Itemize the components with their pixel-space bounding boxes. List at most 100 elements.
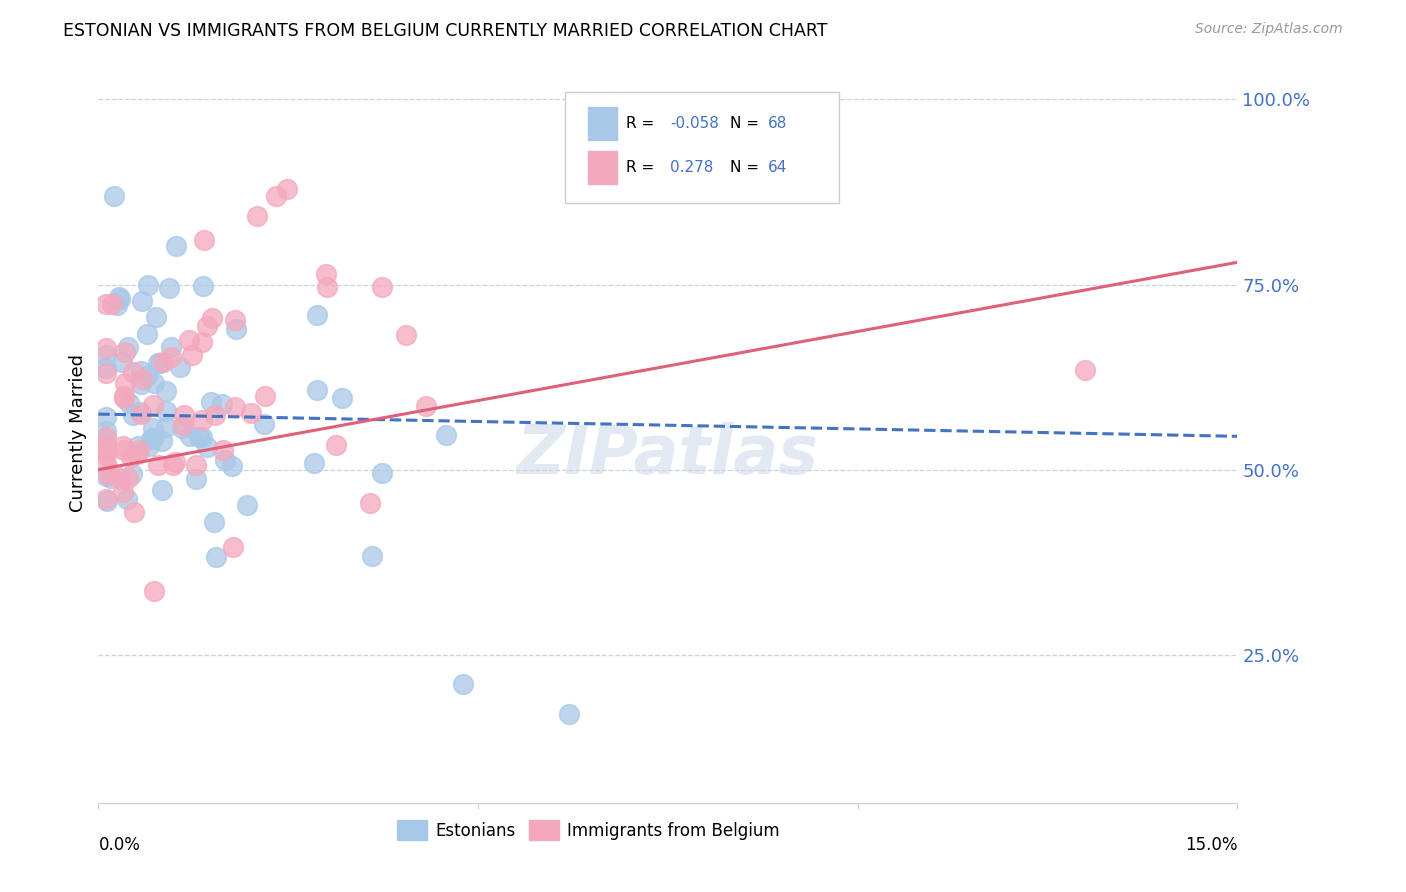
Point: [177, 333, 200, 347]
Point: [94, 468, 117, 483]
Text: Source: ZipAtlas.com: Source: ZipAtlas.com: [1195, 22, 1343, 37]
Point: [315, 267, 337, 281]
Point: [200, 395, 222, 409]
Point: [129, 376, 152, 391]
Point: [143, 584, 166, 599]
Point: [94, 360, 117, 375]
Point: [371, 280, 394, 294]
Point: [131, 293, 153, 308]
Point: [94, 297, 117, 311]
Point: [184, 458, 207, 472]
FancyBboxPatch shape: [565, 92, 839, 203]
Point: [110, 293, 132, 307]
Point: [173, 409, 195, 423]
Point: [143, 376, 166, 391]
Point: [162, 458, 184, 472]
Point: [246, 209, 269, 223]
Point: [359, 496, 381, 510]
Point: [100, 471, 122, 485]
Point: [224, 312, 246, 326]
Point: [128, 443, 150, 458]
Point: [165, 239, 187, 253]
Point: [155, 420, 177, 434]
Point: [136, 369, 159, 384]
Point: [558, 706, 581, 721]
Point: [225, 321, 247, 335]
Point: [129, 364, 152, 378]
Point: [110, 473, 132, 487]
Point: [103, 188, 125, 202]
Point: [316, 280, 339, 294]
Point: [201, 310, 224, 325]
Legend: Estonians, Immigrants from Belgium: Estonians, Immigrants from Belgium: [389, 814, 786, 847]
Point: [94, 348, 117, 362]
Point: [94, 448, 117, 462]
Point: [108, 290, 131, 304]
Text: R =: R =: [626, 160, 659, 175]
Point: [136, 326, 159, 341]
Text: N =: N =: [731, 116, 765, 131]
Text: R =: R =: [626, 116, 659, 131]
Point: [212, 442, 235, 457]
Point: [360, 549, 382, 563]
Point: [169, 359, 191, 374]
Point: [129, 405, 152, 419]
Point: [202, 515, 225, 529]
Point: [114, 345, 136, 359]
Text: 0.278: 0.278: [671, 160, 713, 175]
Point: [142, 421, 165, 435]
Point: [191, 334, 214, 349]
Point: [117, 471, 139, 485]
Point: [112, 389, 135, 403]
Point: [105, 298, 128, 312]
Point: [150, 434, 173, 449]
Point: [94, 432, 117, 446]
Point: [305, 384, 328, 398]
Point: [276, 182, 298, 196]
Point: [112, 439, 135, 453]
Point: [191, 430, 214, 444]
Point: [94, 457, 117, 471]
Point: [155, 384, 177, 398]
Point: [191, 412, 214, 426]
Point: [112, 443, 135, 458]
Point: [415, 399, 437, 413]
Point: [160, 340, 183, 354]
Point: [129, 407, 152, 421]
Text: N =: N =: [731, 160, 765, 175]
Point: [94, 342, 117, 356]
Point: [188, 430, 211, 444]
Point: [94, 445, 117, 459]
Point: [159, 350, 181, 364]
Point: [115, 492, 138, 507]
Point: [131, 372, 153, 386]
Point: [193, 233, 215, 247]
Point: [94, 366, 117, 380]
Point: [371, 466, 394, 480]
Point: [94, 409, 117, 424]
Point: [101, 297, 124, 311]
Point: [184, 471, 207, 485]
Point: [111, 355, 134, 369]
Point: [395, 328, 418, 343]
Point: [112, 484, 135, 499]
Point: [157, 280, 180, 294]
Text: 15.0%: 15.0%: [1185, 836, 1237, 855]
Point: [94, 430, 117, 444]
Point: [180, 347, 202, 361]
Point: [211, 397, 233, 411]
Point: [145, 310, 167, 324]
Point: [253, 417, 276, 431]
Point: [264, 189, 287, 203]
Text: -0.058: -0.058: [671, 116, 718, 131]
Point: [330, 391, 353, 405]
Point: [155, 404, 177, 418]
Point: [94, 444, 117, 458]
Point: [139, 433, 162, 447]
Point: [142, 398, 165, 412]
Point: [121, 409, 143, 423]
Point: [118, 396, 141, 410]
Point: [170, 421, 193, 435]
Point: [120, 450, 142, 464]
Point: [114, 376, 136, 390]
